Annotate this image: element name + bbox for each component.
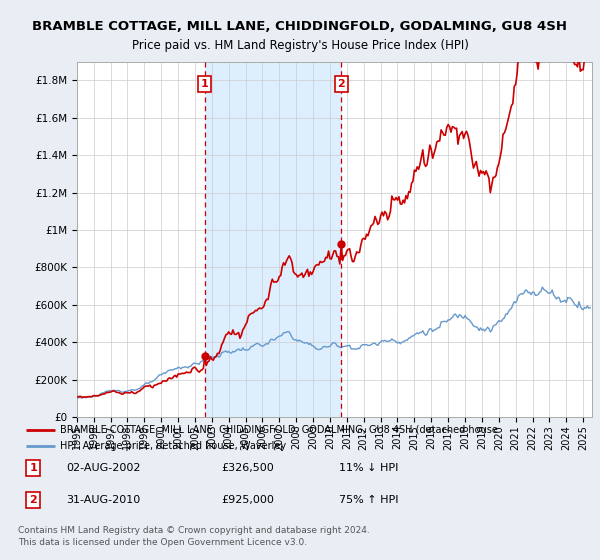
Text: 2: 2 — [337, 79, 345, 89]
Text: Contains HM Land Registry data © Crown copyright and database right 2024.
This d: Contains HM Land Registry data © Crown c… — [18, 526, 370, 547]
Text: £326,500: £326,500 — [221, 463, 274, 473]
Bar — [205, 62, 341, 417]
Text: 11% ↓ HPI: 11% ↓ HPI — [340, 463, 399, 473]
Text: 2: 2 — [29, 494, 37, 505]
Text: 02-AUG-2002: 02-AUG-2002 — [66, 463, 140, 473]
Text: HPI: Average price, detached house, Waverley: HPI: Average price, detached house, Wave… — [60, 441, 286, 451]
Text: 75% ↑ HPI: 75% ↑ HPI — [340, 494, 399, 505]
Text: 31-AUG-2010: 31-AUG-2010 — [66, 494, 140, 505]
Text: BRAMBLE COTTAGE, MILL LANE, CHIDDINGFOLD, GODALMING, GU8 4SH: BRAMBLE COTTAGE, MILL LANE, CHIDDINGFOLD… — [32, 20, 568, 32]
Text: 1: 1 — [201, 79, 209, 89]
Text: £925,000: £925,000 — [221, 494, 274, 505]
Text: Price paid vs. HM Land Registry's House Price Index (HPI): Price paid vs. HM Land Registry's House … — [131, 39, 469, 52]
Text: BRAMBLE COTTAGE, MILL LANE, CHIDDINGFOLD, GODALMING, GU8 4SH (detached house: BRAMBLE COTTAGE, MILL LANE, CHIDDINGFOLD… — [60, 425, 498, 435]
Text: 1: 1 — [29, 463, 37, 473]
